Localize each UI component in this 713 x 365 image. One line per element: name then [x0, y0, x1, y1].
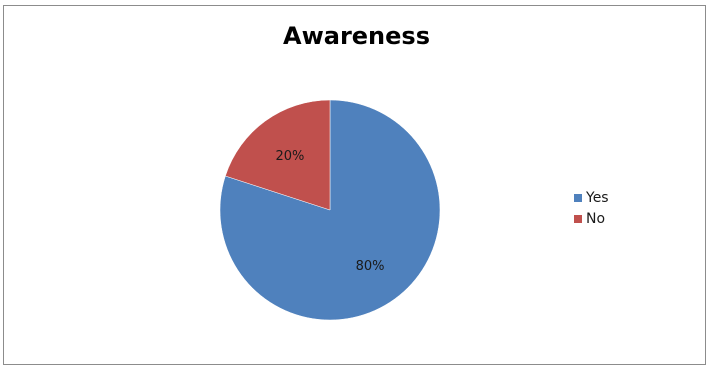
slice-label-yes: 80%: [356, 259, 385, 274]
legend-swatch-no: [574, 214, 582, 223]
slice-label-no: 20%: [275, 149, 304, 164]
pie-slice-labels: 80% 20%: [275, 149, 384, 274]
pie-chart: 80% 20%: [219, 99, 441, 321]
legend-item-yes: Yes: [574, 188, 609, 207]
legend-swatch-yes: [574, 193, 582, 202]
legend-label-yes: Yes: [586, 189, 609, 206]
chart-title: Awareness: [283, 22, 430, 50]
pie-slices: [219, 99, 441, 321]
legend-item-no: No: [574, 209, 609, 228]
legend-label-no: No: [586, 210, 606, 227]
pie-slice-no: [225, 99, 331, 211]
legend: Yes No: [574, 188, 609, 230]
